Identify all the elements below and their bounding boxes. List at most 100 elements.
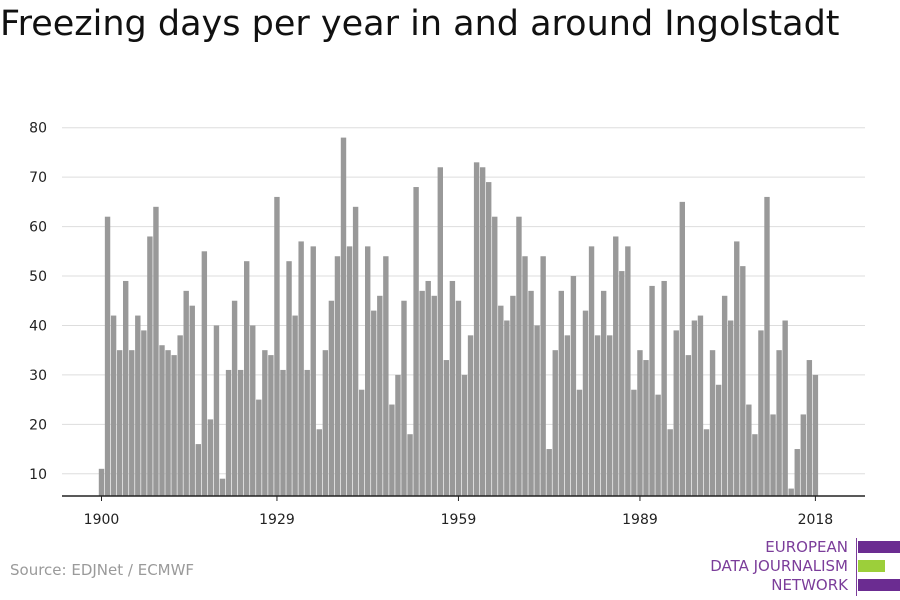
bar	[770, 414, 776, 496]
bar	[510, 295, 516, 496]
bar	[135, 315, 141, 496]
bar	[286, 261, 292, 496]
bar	[449, 280, 456, 496]
logo-line-2: DATA JOURNALISM	[710, 557, 848, 575]
bar	[316, 429, 322, 496]
bar	[625, 246, 631, 496]
y-tick-label: 80	[29, 121, 47, 137]
bar	[340, 137, 347, 497]
edjnet-logo[interactable]: EUROPEAN DATA JOURNALISM NETWORK	[700, 538, 900, 596]
bar	[492, 216, 498, 496]
bar	[407, 434, 413, 496]
bar	[697, 315, 704, 496]
bar	[244, 261, 250, 496]
source-note: Source: EDJNet / ECMWF	[10, 561, 195, 579]
bar	[709, 350, 716, 496]
bar	[461, 374, 468, 496]
bar	[389, 404, 395, 496]
bar	[667, 429, 673, 496]
bar	[147, 236, 153, 497]
bar	[334, 256, 341, 496]
bar	[582, 310, 589, 496]
bar	[504, 320, 510, 496]
bar	[207, 419, 214, 496]
bar	[600, 290, 607, 496]
bar	[401, 300, 407, 496]
bar	[104, 216, 111, 496]
bar	[213, 325, 220, 496]
bar	[564, 335, 571, 496]
bar	[292, 315, 298, 496]
bar	[419, 290, 425, 496]
bar	[758, 330, 764, 496]
bar	[304, 369, 310, 496]
bar	[237, 369, 244, 496]
bar	[516, 216, 522, 496]
logo-bar-1	[858, 541, 900, 553]
bar	[655, 394, 661, 496]
bar	[594, 335, 601, 496]
x-tick-label: 1929	[259, 512, 295, 528]
bar	[274, 196, 280, 496]
logo-divider	[856, 538, 857, 596]
bar	[679, 201, 685, 496]
bar	[171, 355, 177, 496]
bar	[413, 187, 419, 497]
y-tick-label: 70	[29, 170, 47, 186]
bar	[98, 468, 105, 496]
bar	[764, 196, 770, 496]
bar	[395, 374, 401, 496]
bar	[613, 236, 619, 497]
bar	[473, 162, 480, 497]
bar	[219, 478, 226, 496]
bar	[734, 241, 740, 496]
bar	[619, 271, 625, 496]
logo-line-3: NETWORK	[771, 576, 848, 594]
y-tick-label: 50	[29, 269, 47, 285]
bar	[540, 256, 546, 496]
bar	[552, 350, 558, 496]
bar	[794, 449, 800, 496]
bar	[588, 246, 595, 496]
bar	[673, 330, 679, 496]
bar	[256, 399, 262, 496]
bar	[328, 300, 335, 496]
bar	[262, 350, 268, 496]
x-tick-label: 2018	[798, 512, 834, 528]
y-tick-label: 60	[29, 220, 47, 236]
bar	[165, 350, 171, 496]
bar	[141, 330, 147, 496]
bar	[643, 360, 649, 496]
logo-bar-2	[858, 560, 885, 572]
bar	[486, 182, 492, 496]
x-tick-label: 1900	[84, 512, 120, 528]
bar	[377, 295, 383, 496]
bar	[116, 350, 123, 496]
bar	[782, 320, 788, 496]
bar	[776, 350, 782, 496]
bar	[346, 246, 353, 496]
bar	[546, 449, 552, 496]
bar	[498, 305, 504, 496]
bar	[371, 310, 377, 496]
bar	[812, 374, 819, 496]
bar	[195, 444, 201, 496]
y-tick-label: 30	[29, 368, 47, 384]
bar	[153, 206, 159, 496]
bar	[703, 429, 710, 496]
bar	[225, 369, 232, 496]
bar	[558, 290, 564, 496]
bar	[455, 300, 462, 496]
bar	[728, 320, 734, 496]
bar	[576, 389, 583, 496]
bar	[685, 355, 692, 496]
bar	[631, 389, 637, 496]
bar	[637, 350, 643, 496]
bar	[528, 290, 534, 496]
bar	[425, 280, 431, 496]
chart-title: Freezing days per year in and around Ing…	[0, 4, 840, 44]
bar	[431, 295, 437, 496]
bar	[437, 167, 443, 496]
bar	[800, 414, 806, 496]
